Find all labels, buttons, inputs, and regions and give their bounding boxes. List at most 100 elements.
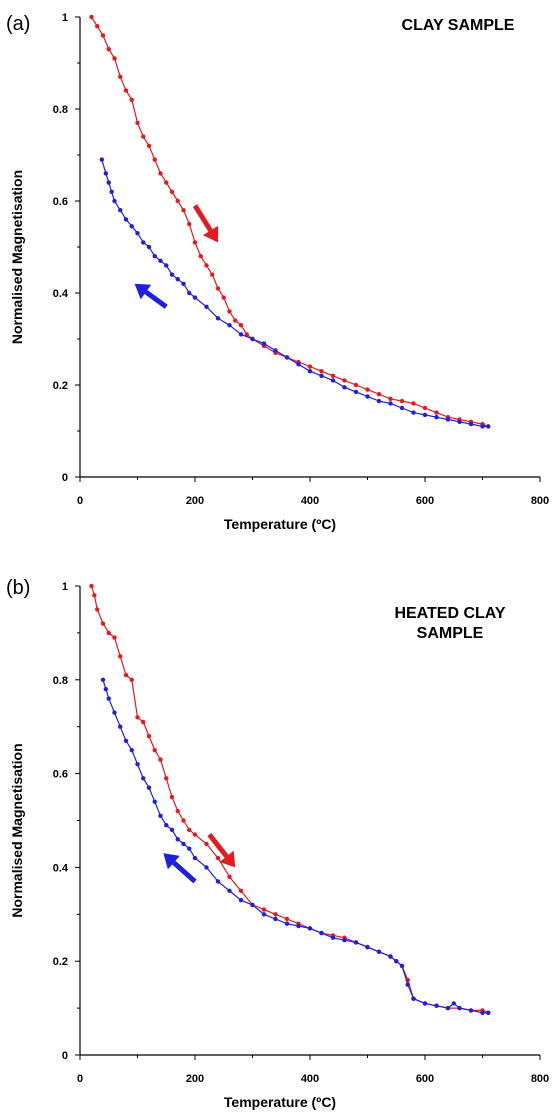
data-point	[365, 387, 370, 392]
data-point	[330, 373, 336, 378]
data-point	[468, 421, 474, 427]
data-point	[365, 394, 370, 399]
data-point	[399, 398, 405, 404]
x-tick-label: 800	[531, 1073, 549, 1085]
data-point	[221, 295, 226, 300]
data-point	[457, 419, 462, 424]
chart-b-svg: 0 0.2 0.4 0.6 0.8 1 0 200 400 600 800 Temperature (…	[6, 577, 549, 1110]
data-point	[296, 923, 301, 929]
y-tick-label: 0.4	[53, 862, 69, 874]
data-point	[353, 940, 359, 945]
data-point	[123, 217, 129, 222]
data-point	[175, 808, 180, 814]
y-tick-label: 0.6	[53, 196, 68, 208]
y-axis-title: Normalised Magnetisation	[9, 743, 25, 917]
data-point	[244, 332, 249, 337]
data-point	[204, 304, 209, 309]
data-point	[445, 417, 451, 422]
data-point	[112, 635, 117, 640]
data-point	[164, 776, 169, 781]
x-tick-label: 200	[186, 495, 204, 507]
data-point	[192, 295, 198, 300]
data-point	[451, 1001, 456, 1006]
data-point	[103, 686, 109, 692]
data-point	[146, 244, 152, 250]
direction-arrow	[163, 853, 197, 884]
data-point	[457, 1005, 462, 1011]
data-point	[273, 912, 278, 917]
data-point	[215, 855, 221, 861]
data-point	[261, 341, 267, 346]
data-point	[118, 208, 123, 213]
x-tick-label: 600	[416, 1073, 434, 1085]
y-tick-label: 0.2	[53, 956, 68, 968]
data-point	[187, 290, 192, 296]
data-point	[250, 902, 255, 908]
y-tick-label: 0	[62, 1050, 68, 1062]
data-point	[181, 208, 186, 213]
data-point	[273, 916, 278, 922]
data-point	[388, 954, 393, 959]
data-point	[175, 837, 180, 842]
x-axis-title: Temperature (ºC)	[224, 1094, 336, 1110]
data-point	[238, 888, 244, 894]
data-point	[99, 157, 105, 162]
data-point	[227, 874, 232, 879]
data-point	[486, 1010, 491, 1015]
data-point	[227, 888, 232, 894]
data-point	[123, 88, 129, 93]
data-point	[388, 401, 393, 406]
data-point	[158, 258, 163, 263]
y-tick-label: 0.8	[53, 675, 68, 687]
data-point	[181, 818, 186, 823]
data-point	[89, 583, 94, 589]
arrow-head	[134, 283, 152, 300]
data-point	[434, 1003, 439, 1008]
data-point	[106, 180, 111, 185]
chart-title: CLAY SAMPLE	[402, 17, 515, 34]
series-line-2	[101, 159, 489, 427]
data-point	[227, 323, 232, 328]
y-tick-label: 0.8	[53, 104, 68, 116]
data-point	[307, 926, 313, 931]
panel-label: (b)	[6, 577, 30, 599]
data-point	[307, 364, 313, 369]
data-point	[103, 171, 109, 176]
arrow-shaft	[144, 290, 168, 309]
data-point	[123, 738, 129, 743]
data-point	[141, 134, 146, 139]
data-point	[187, 846, 192, 851]
data-point	[261, 912, 267, 917]
data-point	[152, 254, 157, 259]
data-point	[169, 272, 175, 277]
data-point	[129, 97, 134, 103]
x-axis-title: Temperature (ºC)	[224, 516, 336, 532]
data-point	[100, 33, 106, 38]
data-point	[233, 318, 238, 323]
data-point	[227, 309, 232, 314]
data-point	[394, 959, 399, 964]
arrow-shaft	[192, 204, 213, 232]
data-point	[284, 355, 290, 360]
x-tick-label: 200	[186, 1073, 204, 1085]
data-point	[158, 813, 163, 819]
data-point	[109, 189, 114, 194]
data-point	[330, 935, 336, 940]
data-point	[480, 1010, 485, 1015]
data-point	[187, 827, 192, 833]
data-point	[307, 369, 313, 374]
arrow-shaft	[207, 833, 229, 858]
direction-arrow	[192, 204, 219, 243]
data-point	[141, 776, 146, 781]
y-tick-label: 0.6	[53, 769, 68, 781]
y-tick-label: 0.2	[53, 380, 68, 392]
data-point	[146, 143, 152, 148]
chart-a-svg: 0 0.2 0.4 0.6 0.8 1 0 200 400 600 800 Temperature (…	[6, 12, 549, 532]
data-point	[112, 56, 117, 61]
data-point	[181, 281, 186, 286]
data-point	[112, 198, 117, 204]
data-point	[152, 747, 157, 753]
arrow-head	[202, 225, 219, 243]
y-tick-label: 0.4	[53, 288, 69, 300]
series-line-1	[90, 585, 489, 1014]
